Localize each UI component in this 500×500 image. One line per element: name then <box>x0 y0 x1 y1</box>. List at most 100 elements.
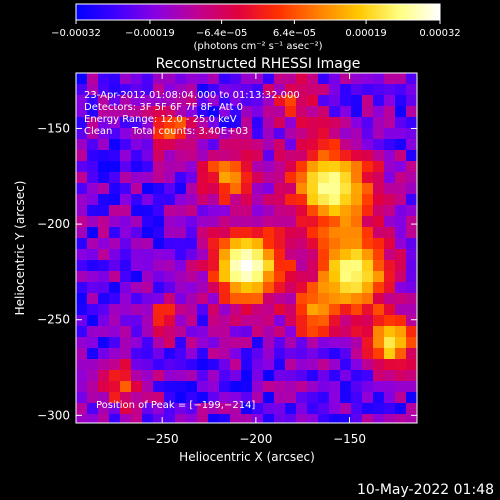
heatmap-cell <box>208 194 219 205</box>
heatmap-cell <box>263 282 274 293</box>
heatmap-cell <box>263 249 274 260</box>
heatmap-cell <box>142 238 153 249</box>
heatmap-cell <box>230 150 241 161</box>
heatmap-cell <box>186 249 197 260</box>
heatmap-cell <box>98 150 109 161</box>
colorbar-tick-label: −6.4e−05 <box>196 28 248 39</box>
heatmap-cell <box>384 282 395 293</box>
heatmap-cell <box>307 106 318 117</box>
heatmap-cell <box>175 260 186 271</box>
heatmap-cell <box>164 337 175 348</box>
heatmap-cell <box>351 348 362 359</box>
heatmap-cell <box>186 381 197 392</box>
heatmap-cell <box>197 172 208 183</box>
heatmap-cell <box>395 227 406 238</box>
heatmap-cell <box>263 337 274 348</box>
heatmap-cell <box>153 183 164 194</box>
heatmap-cell <box>76 392 87 403</box>
heatmap-cell <box>153 161 164 172</box>
heatmap-cell <box>296 183 307 194</box>
heatmap-cell <box>87 238 98 249</box>
heatmap-cell <box>208 337 219 348</box>
heatmap-cell <box>384 161 395 172</box>
heatmap-cell <box>395 414 406 423</box>
heatmap-cell <box>76 304 87 315</box>
heatmap-cell <box>142 84 153 95</box>
heatmap-cell <box>197 403 208 414</box>
heatmap-cell <box>175 304 186 315</box>
heatmap-cell <box>362 73 373 84</box>
heatmap-cell <box>131 95 142 106</box>
heatmap-cell <box>208 403 219 414</box>
heatmap-cell <box>241 249 252 260</box>
heatmap-cell <box>120 172 131 183</box>
heatmap-cell <box>252 216 263 227</box>
heatmap-cell <box>318 249 329 260</box>
heatmap-cell <box>230 216 241 227</box>
heatmap-cell <box>373 106 384 117</box>
heatmap-cell <box>76 337 87 348</box>
heatmap-cell <box>373 326 384 337</box>
heatmap-cell <box>153 392 164 403</box>
heatmap-cell <box>164 117 175 128</box>
heatmap-cell <box>230 205 241 216</box>
heatmap-cell <box>373 183 384 194</box>
heatmap-cell <box>395 249 406 260</box>
heatmap-cell <box>274 150 285 161</box>
heatmap-cell <box>329 260 340 271</box>
heatmap-cell <box>263 227 274 238</box>
heatmap-cell <box>329 139 340 150</box>
heatmap-cell <box>164 194 175 205</box>
date-stamp: 10-May-2022 01:48 <box>357 482 494 498</box>
heatmap-cell <box>120 84 131 95</box>
plot-frame <box>75 72 418 424</box>
heatmap-cell <box>285 106 296 117</box>
heatmap-cell <box>329 73 340 84</box>
heatmap-cell <box>109 370 120 381</box>
heatmap-cell <box>329 293 340 304</box>
heatmap-cell <box>153 348 164 359</box>
heatmap-cell <box>395 150 406 161</box>
heatmap-cell <box>153 271 164 282</box>
heatmap-cell <box>307 238 318 249</box>
heatmap-cell <box>307 414 318 423</box>
heatmap-cell <box>186 183 197 194</box>
heatmap-cell <box>362 183 373 194</box>
heatmap-cell <box>186 370 197 381</box>
heatmap-cell <box>296 359 307 370</box>
heatmap-cell <box>76 359 87 370</box>
heatmap-cell <box>142 304 153 315</box>
heatmap-cell <box>219 260 230 271</box>
heatmap-cell <box>76 249 87 260</box>
heatmap-cell <box>263 216 274 227</box>
heatmap-cell <box>362 194 373 205</box>
heatmap-cell <box>186 337 197 348</box>
heatmap-cell <box>307 370 318 381</box>
heatmap-cell <box>175 337 186 348</box>
heatmap-cell <box>362 348 373 359</box>
heatmap-cell <box>197 304 208 315</box>
heatmap-cell <box>263 139 274 150</box>
heatmap-cell <box>76 403 87 414</box>
colorbar-strip <box>75 3 441 21</box>
heatmap-cell <box>230 260 241 271</box>
heatmap-cell <box>318 381 329 392</box>
heatmap-cell <box>263 359 274 370</box>
heatmap-cell <box>164 315 175 326</box>
heatmap-cell <box>186 414 197 423</box>
heatmap-cell <box>318 370 329 381</box>
heatmap-cell <box>142 249 153 260</box>
heatmap-cell <box>406 183 417 194</box>
heatmap-cell <box>175 403 186 414</box>
heatmap-cell <box>241 315 252 326</box>
x-axis-title: Heliocentric X (arcsec) <box>179 450 315 464</box>
heatmap-cell <box>252 106 263 117</box>
heatmap-cell <box>186 73 197 84</box>
heatmap-cell <box>329 194 340 205</box>
heatmap-cell <box>153 260 164 271</box>
heatmap-cell <box>98 161 109 172</box>
heatmap-cell <box>384 84 395 95</box>
heatmap-cell <box>120 304 131 315</box>
heatmap-cell <box>197 183 208 194</box>
heatmap-cell <box>351 260 362 271</box>
